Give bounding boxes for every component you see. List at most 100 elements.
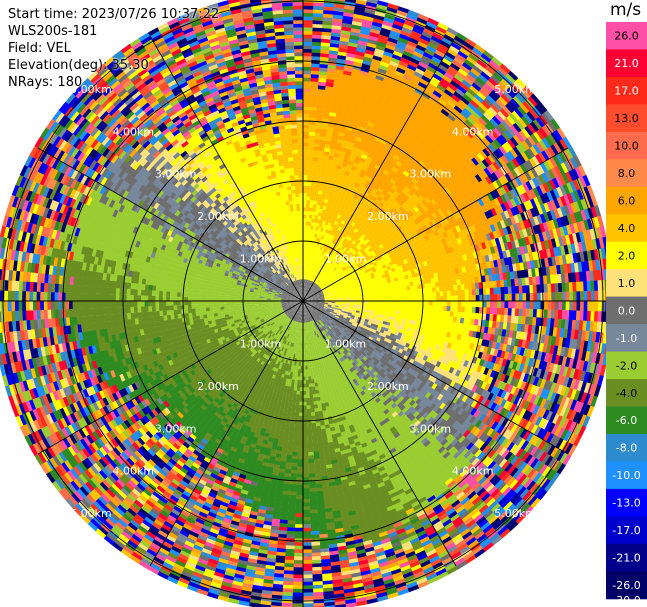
- range-gate-cell: [319, 204, 324, 210]
- range-gate-cell: [374, 306, 379, 309]
- range-gate-cell: [310, 189, 315, 194]
- range-gate-cell: [305, 214, 310, 219]
- range-gate-cell: [313, 149, 319, 155]
- range-gate-cell: [303, 181, 308, 186]
- range-gate-cell: [468, 289, 473, 296]
- range-gate-cell: [471, 288, 477, 296]
- range-gate-cell: [311, 247, 315, 252]
- range-gate-cell: [317, 157, 324, 162]
- range-gate-cell: [317, 161, 323, 166]
- range-gate-cell: [389, 304, 394, 308]
- range-gate-cell: [329, 192, 334, 198]
- range-gate-cell: [317, 230, 321, 235]
- range-gate-cell: [376, 3, 388, 11]
- range-gate-cell: [303, 293, 305, 298]
- range-gate-cell: [318, 146, 325, 152]
- range-gate-cell: [515, 301, 520, 309]
- range-gate-cell: [304, 257, 307, 262]
- range-gate-cell: [414, 304, 419, 310]
- range-gate-cell: [320, 197, 325, 203]
- range-gate-cell: [324, 96, 332, 102]
- range-gate-cell: [313, 222, 317, 227]
- range-gate-cell: [311, 218, 315, 223]
- range-gate-cell: [316, 241, 320, 246]
- range-gate-cell: [322, 24, 333, 29]
- range-gate-cell: [327, 210, 333, 216]
- range-gate-cell: [303, 282, 305, 287]
- range-gate-cell: [330, 188, 335, 194]
- range-gate-cell: [303, 160, 308, 165]
- range-gate-cell: [475, 294, 480, 302]
- range-gate-cell: [307, 228, 311, 233]
- range-gate-cell: [306, 189, 311, 194]
- range-gate-cell: [307, 283, 309, 288]
- range-gate-cell: [361, 22, 373, 29]
- range-gate-cell: [500, 294, 506, 302]
- range-gate-cell: [312, 167, 318, 173]
- range-gate-cell: [303, 149, 309, 154]
- range-gate-cell: [500, 301, 506, 309]
- range-gate-cell: [360, 25, 372, 33]
- range-gate-cell: [308, 221, 312, 226]
- range-gate-cell: [304, 286, 306, 291]
- range-gate-cell: [443, 301, 448, 307]
- range-gate-cell: [303, 19, 314, 24]
- range-gate-cell: [331, 137, 338, 143]
- range-gate-cell: [303, 210, 307, 215]
- range-gate-cell: [446, 301, 451, 307]
- range-gate-cell: [319, 135, 327, 141]
- range-gate-cell: [529, 292, 534, 302]
- range-gate-cell: [468, 301, 473, 308]
- range-gate-cell: [414, 297, 419, 302]
- range-gate-cell: [303, 27, 313, 32]
- range-gate-cell: [326, 165, 332, 171]
- range-gate-cell: [432, 291, 437, 297]
- range-gate-cell: [364, 296, 369, 299]
- range-gate-cell: [310, 185, 316, 190]
- range-gate-cell: [356, 47, 366, 53]
- range-gate-cell: [304, 275, 306, 280]
- range-gate-cell: [461, 301, 466, 307]
- range-gate-cell: [303, 156, 309, 161]
- range-gate-cell: [318, 70, 328, 76]
- range-gate-cell: [311, 41, 322, 46]
- range-gate-cell: [311, 66, 320, 72]
- range-gate-cell: [315, 211, 319, 216]
- range-gate-cell: [313, 153, 319, 158]
- range-gate-cell: [305, 257, 308, 262]
- range-gate-cell: [330, 101, 339, 106]
- range-gate-cell: [311, 63, 320, 68]
- range-gate-cell: [324, 209, 329, 215]
- range-gate-cell: [370, 28, 381, 35]
- range-gate-cell: [457, 295, 462, 302]
- range-gate-cell: [313, 225, 317, 231]
- range-gate-cell: [367, 38, 378, 45]
- range-gate-cell: [307, 276, 310, 280]
- range-gate-cell: [355, 87, 364, 94]
- range-gate-cell: [309, 117, 316, 122]
- range-gate-cell: [303, 178, 308, 183]
- range-gate-cell: [321, 31, 332, 37]
- range-gate-cell: [414, 301, 419, 306]
- range-gate-cell: [326, 129, 334, 135]
- range-gate-cell: [349, 302, 354, 305]
- range-gate-cell: [385, 306, 390, 311]
- range-gate-cell: [316, 222, 320, 228]
- range-gate-cell: [316, 164, 323, 170]
- range-gate-cell: [342, 298, 347, 300]
- range-gate-cell: [436, 301, 441, 306]
- range-gate-cell: [576, 291, 581, 302]
- range-gate-cell: [303, 91, 311, 96]
- range-gate-cell: [315, 175, 321, 180]
- range-gate-cell: [314, 251, 317, 256]
- range-gate-cell: [435, 305, 441, 311]
- range-gate-cell: [332, 193, 338, 199]
- range-gate-cell: [385, 301, 390, 305]
- range-gate-cell: [443, 305, 448, 312]
- range-gate-cell: [418, 296, 423, 302]
- range-gate-cell: [321, 209, 326, 214]
- range-gate-cell: [304, 253, 307, 258]
- range-gate-cell: [323, 154, 329, 160]
- range-gate-cell: [321, 38, 331, 44]
- range-gate-cell: [310, 81, 319, 86]
